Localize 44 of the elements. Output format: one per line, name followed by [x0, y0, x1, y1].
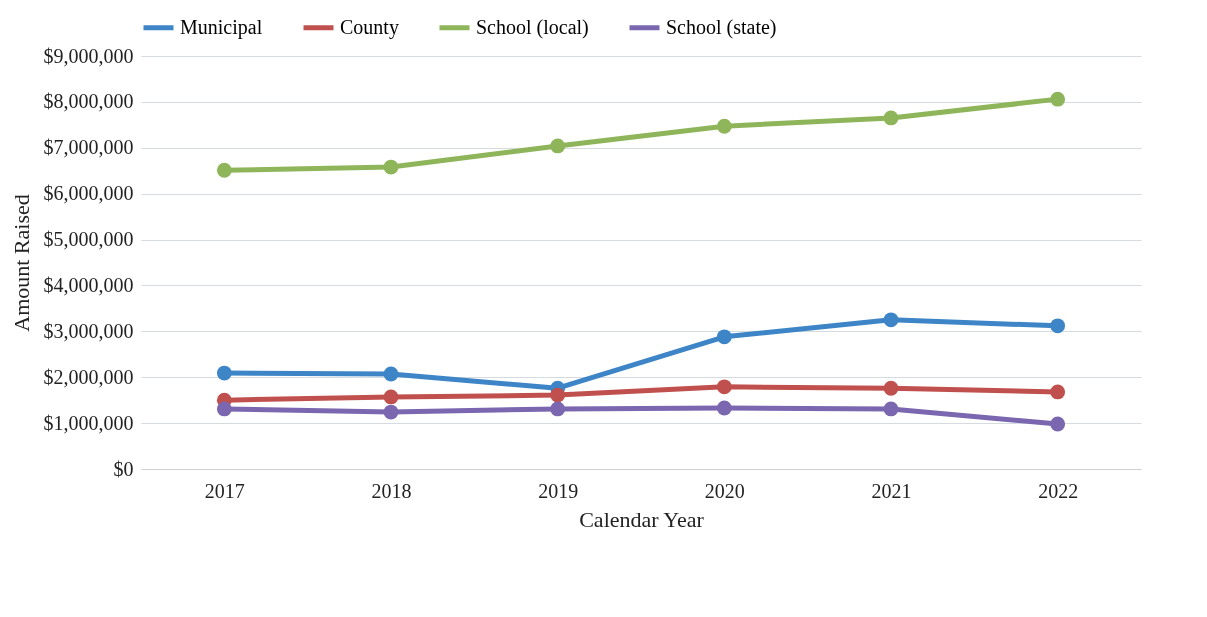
point	[216, 162, 232, 178]
point	[383, 366, 399, 382]
point	[383, 159, 399, 175]
legend-label: School (local)	[476, 15, 589, 39]
y-tick-label: $6,000,000	[43, 182, 134, 205]
y-tick-label: $1,000,000	[43, 411, 134, 434]
point	[716, 118, 732, 134]
y-tick-label: $0	[113, 457, 134, 480]
point	[1050, 384, 1066, 400]
point	[716, 379, 732, 395]
y-tick-label: $8,000,000	[43, 90, 134, 113]
x-tick-label: 2022	[1038, 479, 1079, 502]
point	[1050, 318, 1066, 334]
legend-label: School (state)	[666, 15, 777, 39]
legend-label: County	[340, 15, 399, 39]
point	[716, 329, 732, 345]
point	[550, 401, 566, 417]
point	[216, 401, 232, 417]
point	[383, 404, 399, 420]
point	[716, 400, 732, 416]
y-tick-label: $9,000,000	[43, 44, 134, 67]
point	[216, 365, 232, 381]
x-tick-label: 2019	[538, 479, 579, 502]
point	[883, 401, 899, 417]
point	[883, 312, 899, 328]
legend-label: Municipal	[180, 15, 263, 39]
y-tick-label: $3,000,000	[43, 319, 134, 342]
point	[550, 387, 566, 403]
y-tick-label: $4,000,000	[43, 273, 134, 296]
point	[883, 380, 899, 396]
point	[1050, 416, 1066, 432]
y-tick-label: $2,000,000	[43, 365, 134, 388]
x-axis-title: Calendar Year	[579, 506, 705, 532]
y-tick-label: $5,000,000	[43, 228, 134, 251]
point	[1050, 91, 1066, 107]
x-tick-label: 2017	[204, 479, 245, 502]
point	[883, 110, 899, 126]
x-tick-label: 2018	[371, 479, 412, 502]
y-tick-label: $7,000,000	[43, 136, 134, 159]
x-tick-label: 2020	[704, 479, 745, 502]
y-axis-title: Amount Raised	[8, 194, 34, 332]
x-tick-label: 2021	[871, 479, 912, 502]
point	[383, 389, 399, 405]
point	[550, 138, 566, 154]
